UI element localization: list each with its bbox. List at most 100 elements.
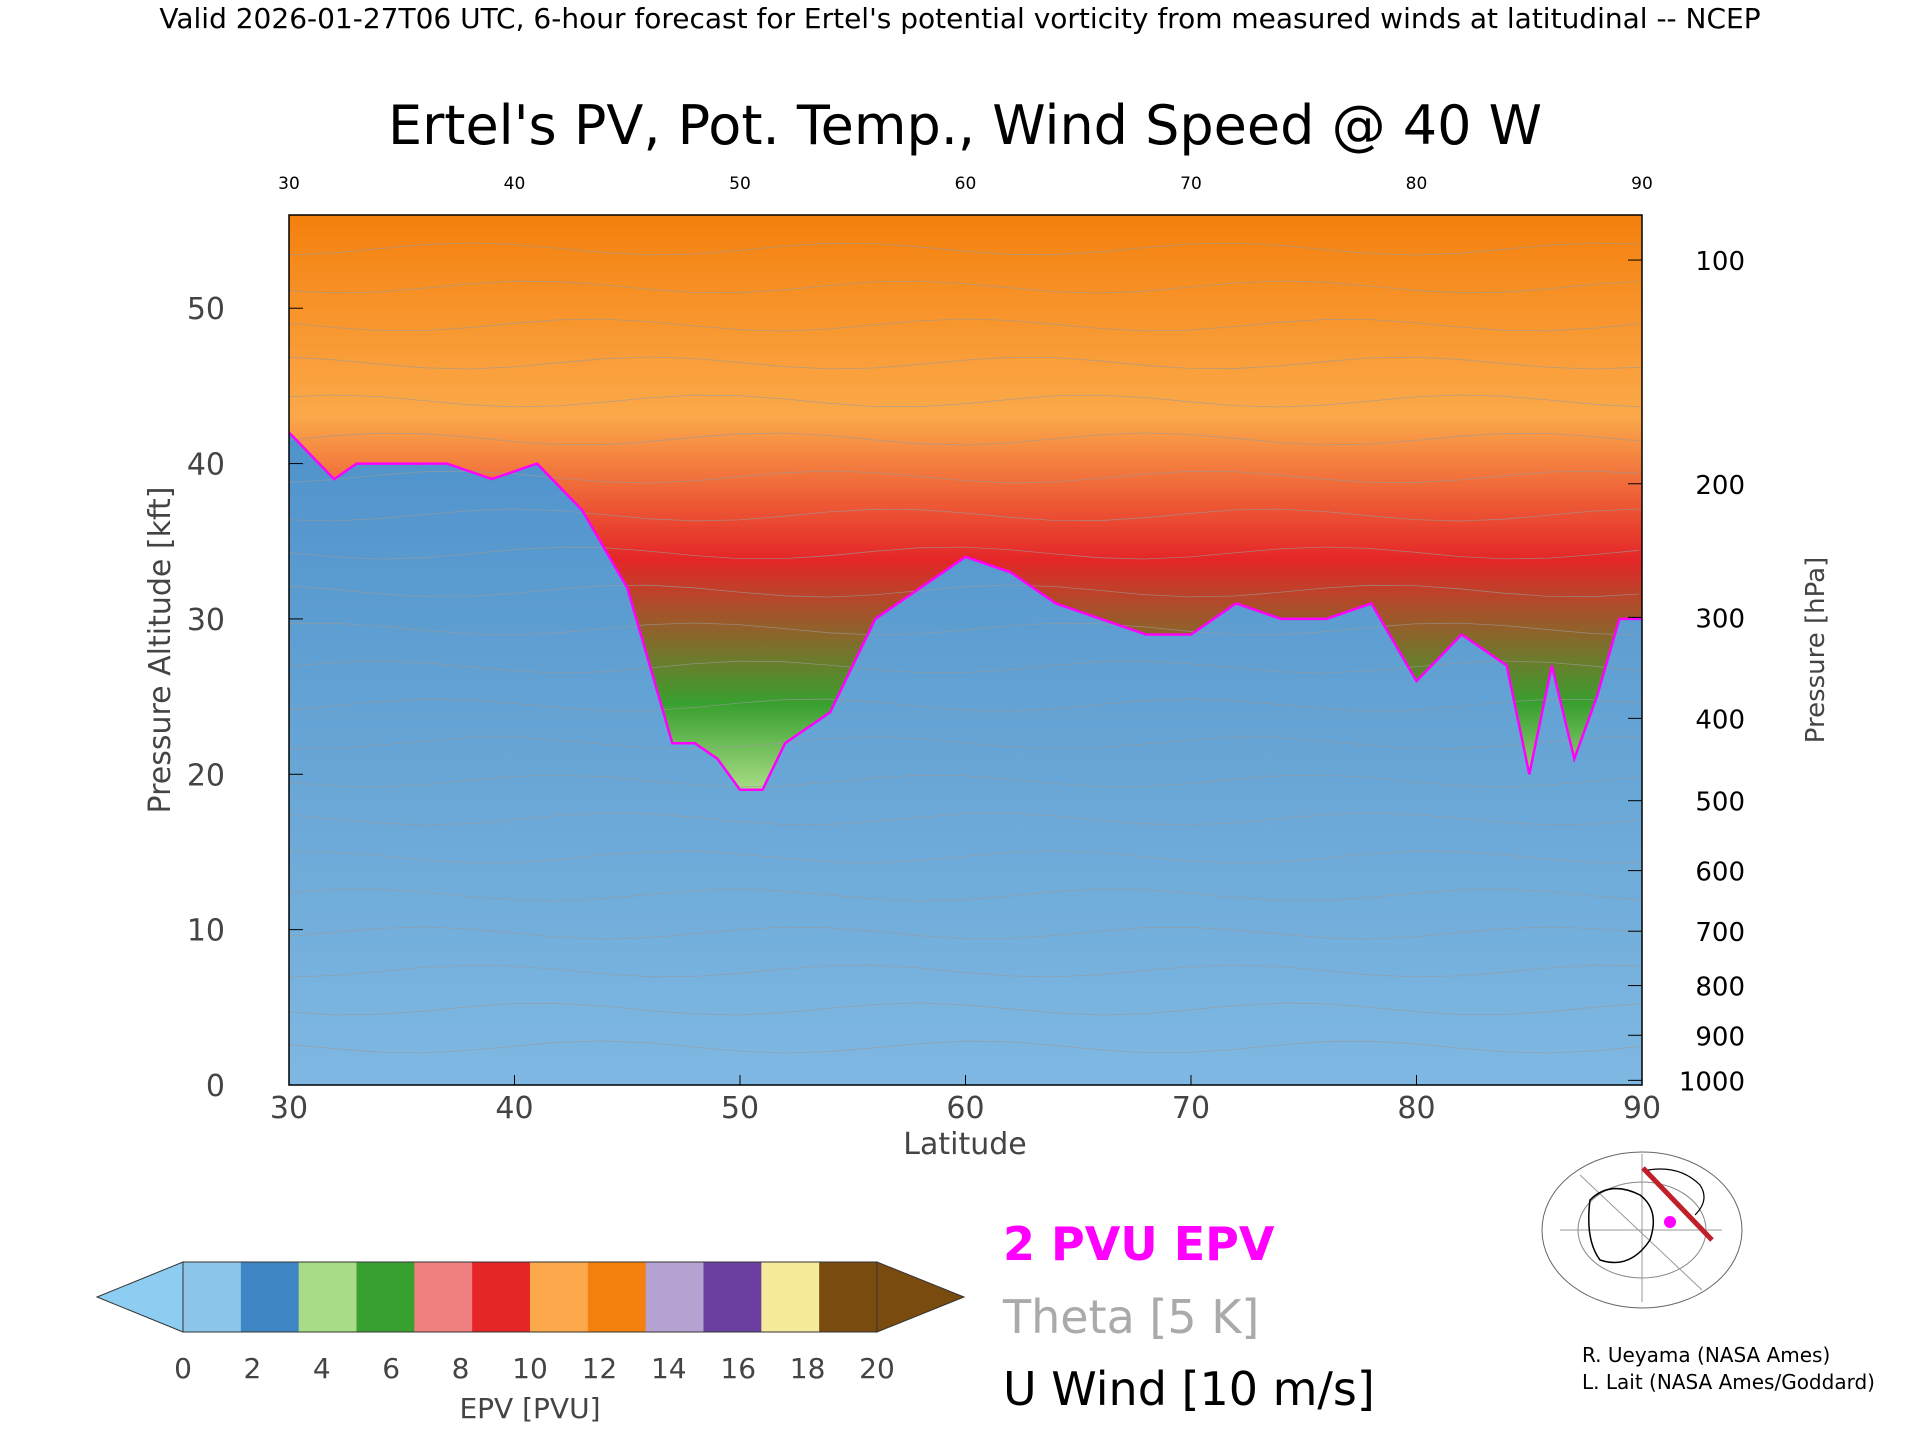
colorbar-swatch <box>761 1262 820 1332</box>
colorbar-swatch <box>414 1262 473 1332</box>
stratosphere-field <box>289 215 1642 790</box>
theta-contour <box>289 508 1640 522</box>
top-tick-label: 40 <box>504 174 526 194</box>
y-tick-label: 20 <box>187 758 225 793</box>
theta-contour <box>289 584 1640 598</box>
colorbar-tick-label: 6 <box>382 1352 400 1385</box>
pressure-tick-label: 600 <box>1695 858 1745 888</box>
theta-contour <box>289 1002 1640 1016</box>
colorbar-tick-label: 10 <box>512 1352 548 1385</box>
legend-theta: Theta [5 K] <box>1002 1290 1259 1344</box>
x-tick-label: 70 <box>1172 1091 1210 1126</box>
theta-contour <box>289 812 1640 826</box>
y-tick-label: 40 <box>187 448 225 483</box>
plot-area <box>288 214 1643 1086</box>
pressure-tick-label: 300 <box>1695 604 1745 634</box>
theta-contour <box>289 964 1640 978</box>
x-tick-label: 50 <box>721 1091 759 1126</box>
x-axis-top: 30 40 50 60 70 80 90 <box>278 174 1653 194</box>
pressure-tick-label: 1000 <box>1679 1067 1745 1097</box>
colorbar-under-arrow <box>95 1261 184 1333</box>
theta-contour <box>289 698 1640 712</box>
colorbar-tick-label: 0 <box>174 1352 192 1385</box>
x-tick-label: 60 <box>946 1091 984 1126</box>
colorbar-swatch <box>183 1262 242 1332</box>
theta-contour <box>289 850 1640 864</box>
colorbar-swatch <box>298 1262 357 1332</box>
credit-2: L. Lait (NASA Ames/Goddard) <box>1582 1370 1875 1394</box>
top-tick-label: 60 <box>955 174 977 194</box>
theta-contour <box>289 318 1640 332</box>
colorbar-tick-label: 16 <box>720 1352 756 1385</box>
pressure-tick-label: 800 <box>1695 973 1745 1003</box>
top-tick-label: 30 <box>278 174 300 194</box>
top-tick-label: 90 <box>1631 174 1653 194</box>
pressure-tick-label: 700 <box>1695 918 1745 948</box>
colorbar-swatch <box>240 1262 300 1332</box>
top-tick-label: 50 <box>729 174 751 194</box>
theta-contour <box>289 774 1640 788</box>
y-tick-label: 0 <box>206 1069 225 1104</box>
colorbar-tick-label: 18 <box>790 1352 826 1385</box>
colorbar-swatch <box>703 1262 762 1332</box>
y-axis-left: 0 10 20 30 40 50 <box>187 292 303 1104</box>
theta-contour <box>289 926 1640 940</box>
colorbar-swatch <box>530 1262 589 1332</box>
tropopause-2pvu-line <box>289 431 1642 792</box>
colorbar-tick-label: 20 <box>859 1352 895 1385</box>
theta-contour <box>289 736 1640 750</box>
x-tick-label: 40 <box>495 1091 533 1126</box>
x-tick-label: 80 <box>1397 1091 1435 1126</box>
y-tick-label: 50 <box>187 292 225 327</box>
colorbar-tick-label: 4 <box>313 1352 331 1385</box>
colorbar-ticks: 0 2 4 6 8 10 12 14 16 18 20 <box>174 1352 895 1385</box>
theta-contour <box>289 242 1640 256</box>
pressure-tick-label: 500 <box>1695 788 1745 818</box>
theta-contour <box>289 546 1640 560</box>
theta-contour <box>289 280 1640 294</box>
theta-contour <box>289 622 1640 636</box>
colorbar-swatch <box>356 1262 415 1332</box>
pressure-tick-label: 100 <box>1695 247 1745 277</box>
x-tick-label: 30 <box>270 1091 308 1126</box>
colorbar-swatch <box>587 1262 647 1332</box>
colorbar-swatch <box>819 1262 878 1332</box>
legend-wind: U Wind [10 m/s] <box>1003 1362 1375 1416</box>
colorbar-label: EPV [PVU] <box>459 1392 600 1425</box>
y-axis-label-right: Pressure [hPa] <box>1801 557 1831 744</box>
top-tick-label: 70 <box>1180 174 1202 194</box>
theta-contour <box>289 660 1640 674</box>
y-tick-label: 30 <box>187 603 225 638</box>
x-axis: 30 40 50 60 70 80 90 <box>270 1075 1661 1126</box>
theta-contour <box>289 888 1640 902</box>
pressure-tick-label: 400 <box>1695 705 1745 735</box>
y-axis-right: 100 200 300 400 500 600 700 800 900 1000 <box>1628 247 1745 1097</box>
theta-contour <box>289 394 1640 408</box>
y-tick-label: 10 <box>187 914 225 949</box>
colorbar-over-arrow <box>876 1261 966 1333</box>
pressure-tick-label: 200 <box>1695 471 1745 501</box>
top-tick-label: 80 <box>1406 174 1428 194</box>
theta-contour <box>289 356 1640 370</box>
pressure-tick-label: 900 <box>1695 1022 1745 1052</box>
colorbar-swatch <box>645 1262 704 1332</box>
colorbar-tick-label: 8 <box>452 1352 470 1385</box>
theta-contour <box>289 1040 1640 1054</box>
colorbar-tick-label: 14 <box>651 1352 687 1385</box>
legend-pv: 2 PVU EPV <box>1003 1217 1275 1271</box>
y-axis-label-left: Pressure Altitude [kft] <box>143 487 178 814</box>
chart-title: Ertel's PV, Pot. Temp., Wind Speed @ 40 … <box>388 94 1542 157</box>
theta-contours <box>289 242 1640 1054</box>
colorbar-tick-label: 12 <box>582 1352 618 1385</box>
x-tick-label: 90 <box>1623 1091 1661 1126</box>
credit-1: R. Ueyama (NASA Ames) <box>1582 1343 1831 1367</box>
theta-contour <box>289 432 1640 446</box>
colorbar-tick-label: 2 <box>243 1352 261 1385</box>
colorbar <box>95 1261 966 1333</box>
inset-map <box>1541 1151 1743 1309</box>
colorbar-swatch <box>472 1262 531 1332</box>
header-text: Valid 2026-01-27T06 UTC, 6-hour forecast… <box>159 2 1760 35</box>
theta-contour <box>289 470 1640 484</box>
x-axis-label: Latitude <box>903 1127 1026 1162</box>
